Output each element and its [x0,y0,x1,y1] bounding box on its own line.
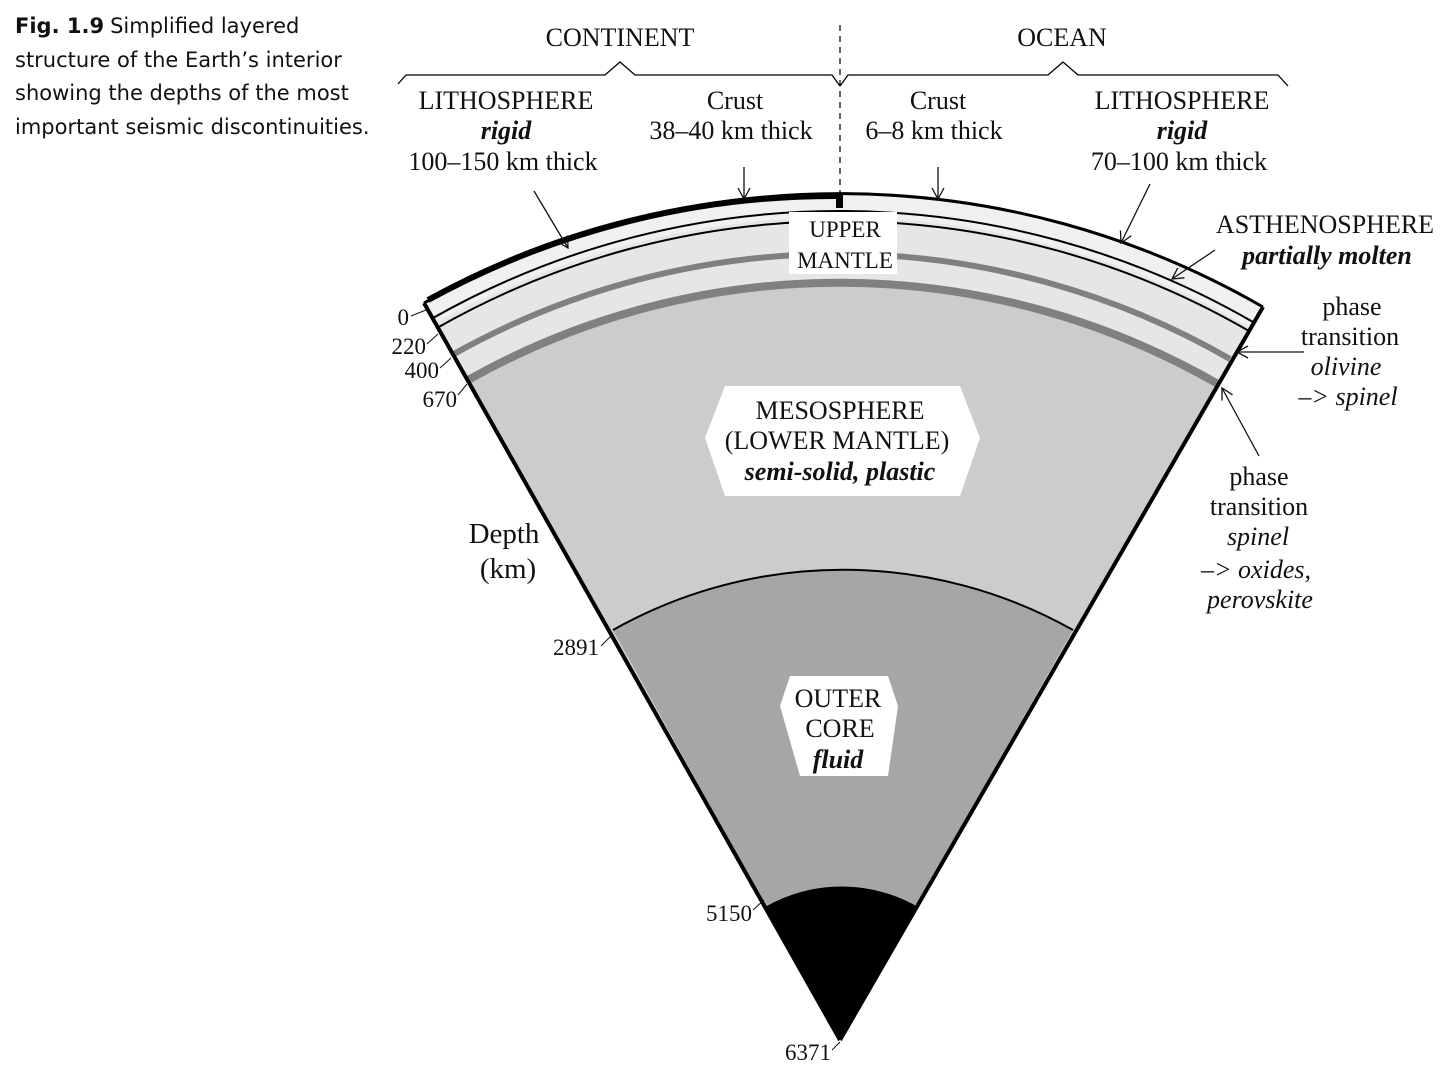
upper-mantle-box [789,212,897,274]
continental-crust-arc [426,192,841,303]
ocean-lithosphere-thickness: 70–100 km thick [1091,147,1267,176]
continent-crust-name: Crust [707,86,764,115]
depth-tick-2891: 2891 [553,635,599,660]
phase1-line1: phase [1322,292,1381,321]
core-mantle-boundary-arc [612,568,1074,631]
continent-lithosphere-name: LITHOSPHERE [419,86,594,115]
inner-core-layer [765,886,918,1040]
figure-caption: Fig. 1.9 Simplified layered structure of … [15,10,375,144]
lithosphere-band [424,193,1263,328]
outer-core-label-box [780,676,898,776]
wedge-right-edge [838,306,1265,1041]
caption-text: Simplified layered structure of the Eart… [15,14,370,139]
continent-crust-thickness: 38–40 km thick [649,116,812,145]
arrow-asthenosphere [1170,249,1216,280]
outer-core-state: fluid [813,745,865,774]
ocean-crust-thickness: 6–8 km thick [865,116,1002,145]
mesosphere-line2: (LOWER MANTLE) [725,426,950,455]
depth-tick-5150: 5150 [706,901,752,926]
continent-header: CONTINENT [546,23,695,52]
ocean-crust-name: Crust [910,86,967,115]
depth-tick-6371: 6371 [785,1040,831,1065]
depth-leader-670 [457,383,468,396]
depth-leader-220 [426,333,439,345]
depth-leader-6371 [831,1041,841,1051]
phase1-from: olivine [1311,352,1382,381]
outer-core-line2: CORE [805,714,874,743]
depth-tick-670: 670 [423,387,458,412]
upper-mantle-band [452,253,1230,381]
upper-mantle-line2: MANTLE [797,248,893,273]
depth-tick-400: 400 [405,358,440,383]
depth-leader-5150 [752,899,765,911]
lithosphere-base-arc [432,210,1254,323]
depth-axis-label-line1: Depth [469,518,540,550]
phase1-to: –> spinel [1297,382,1397,411]
arrow-phase2 [1221,386,1260,457]
arrow-ocean-lithosphere [1119,183,1151,245]
depth-leader-2891 [600,635,612,647]
depth-axis-label-line2: (km) [480,553,536,585]
continent-lithosphere-thickness: 100–150 km thick [408,147,597,176]
depth-leader-400 [439,357,452,369]
outer-core-line1: OUTER [795,684,882,713]
figure-number: Fig. 1.9 [15,14,105,38]
ocean-lithosphere-name: LITHOSPHERE [1095,86,1270,115]
mesosphere-state: semi-solid, plastic [744,457,936,486]
divider-tick [836,194,843,208]
depth-tick-220: 220 [392,334,427,359]
depth-leader-0 [410,309,427,317]
ocean-lithosphere-state: rigid [1157,116,1209,145]
wedge-left-edge [422,302,842,1041]
phase2-line1: phase [1229,462,1288,491]
mesosphere-line1: MESOSPHERE [755,396,924,425]
outer-core-layer [613,569,1073,1040]
phase2-to: –> oxides, [1200,555,1311,584]
mesosphere-label-box [705,386,980,496]
asthenosphere-state: partially molten [1240,241,1412,270]
ocean-header: OCEAN [1017,23,1107,52]
phase2-extra: perovskite [1205,585,1313,614]
continent-brace [397,61,841,87]
depth-tick-0: 0 [398,305,410,330]
arrow-continent-lithosphere [533,190,569,250]
discontinuity-670-arc [466,278,1220,388]
asthenosphere-name: ASTHENOSPHERE [1216,210,1434,239]
phase2-line2: transition [1210,492,1308,521]
upper-mantle-line1: UPPER [809,217,881,242]
phase2-from: spinel [1227,522,1289,551]
continent-lithosphere-state: rigid [481,116,533,145]
ocean-brace [839,61,1289,87]
phase1-line2: transition [1301,322,1399,351]
